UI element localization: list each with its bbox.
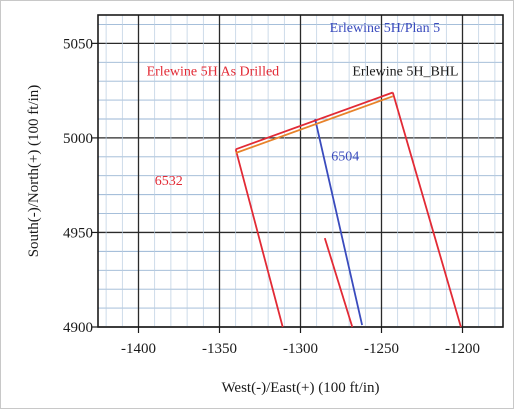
series-line-2 — [234, 149, 284, 328]
annotation-label: 6532 — [155, 174, 183, 189]
y-tick-label: 5000 — [63, 131, 93, 147]
series-line-4 — [235, 91, 394, 151]
grid — [98, 15, 503, 328]
annotation-label: 6504 — [331, 150, 359, 165]
y-tick-label: 4950 — [63, 225, 93, 241]
y-tick-label: 5050 — [63, 36, 93, 52]
x-tick-label: -1300 — [283, 341, 318, 357]
series-line-0 — [314, 118, 363, 326]
x-axis-title: West(-)/East(+) (100 ft/in) — [221, 380, 379, 396]
annotation-label: Erlewine 5H_BHL — [352, 65, 458, 80]
annotation-layer: Erlewine 5H/Plan 5 Erlewine 5H_BHL Erlewin… — [147, 21, 459, 189]
tick-layer: -1400 -1350 -1300 -1250 -1200 4900 4950 5000 505… — [63, 36, 480, 357]
y-tick-label: 4900 — [63, 320, 93, 336]
series-line-3 — [323, 237, 354, 328]
y-axis-title: South(-)/North(+) (100 ft/in) — [26, 85, 42, 258]
series-line-5 — [235, 95, 394, 154]
x-tick-label: -1250 — [364, 341, 399, 357]
annotation-label: Erlewine 5H As Drilled — [147, 65, 280, 80]
series-layer — [234, 91, 462, 328]
series-line-1 — [391, 92, 462, 328]
x-tick-label: -1350 — [202, 341, 237, 357]
x-tick-label: -1400 — [121, 341, 156, 357]
x-tick-label: -1200 — [445, 341, 480, 357]
annotation-label: Erlewine 5H/Plan 5 — [330, 21, 440, 36]
